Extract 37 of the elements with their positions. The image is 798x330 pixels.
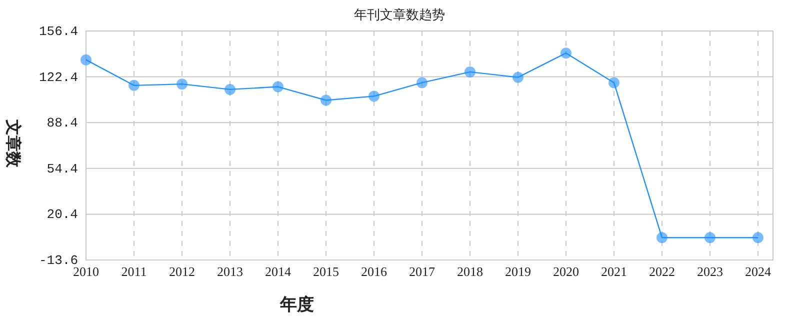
point: [560, 48, 572, 59]
point: [704, 232, 716, 244]
x-tick-label: 2017: [409, 264, 436, 279]
x-tick-label: 2023: [697, 264, 723, 279]
x-tick-label: 2015: [313, 264, 339, 279]
x-tick-label: 2020: [553, 264, 579, 279]
x-tick-label: 2022: [649, 264, 675, 279]
y-tick-label: 122.4: [38, 70, 78, 85]
x-tick-label: 2012: [169, 264, 195, 279]
y-tick-label: 54.4: [46, 161, 78, 176]
x-tick-label: 2011: [121, 264, 147, 279]
x-tick-label: 2018: [457, 264, 483, 279]
point: [608, 77, 620, 88]
point: [224, 84, 236, 95]
x-tick-label: 2016: [361, 264, 388, 279]
point: [368, 90, 380, 102]
point: [272, 81, 284, 92]
point: [752, 232, 764, 244]
point: [656, 232, 668, 244]
chart-title: 年刊文章数趋势: [354, 7, 445, 22]
x-tick-label: 2021: [601, 264, 627, 279]
point: [416, 77, 428, 88]
point: [512, 72, 524, 83]
x-axis-title: 年度: [279, 295, 314, 314]
point: [128, 80, 140, 91]
y-tick-label: 88.4: [46, 116, 78, 131]
x-tick-label: 2019: [505, 264, 531, 279]
point: [176, 78, 188, 90]
y-tick-label: 20.4: [46, 207, 78, 222]
point: [320, 94, 332, 106]
x-tick-label: 2014: [265, 264, 292, 279]
y-tick-label: 156.4: [38, 24, 78, 39]
x-tick-label: 2013: [217, 264, 243, 279]
x-tick-label: 2024: [745, 264, 772, 279]
point: [464, 66, 476, 78]
point: [80, 54, 92, 66]
y-axis-title: 文章数: [4, 118, 22, 168]
